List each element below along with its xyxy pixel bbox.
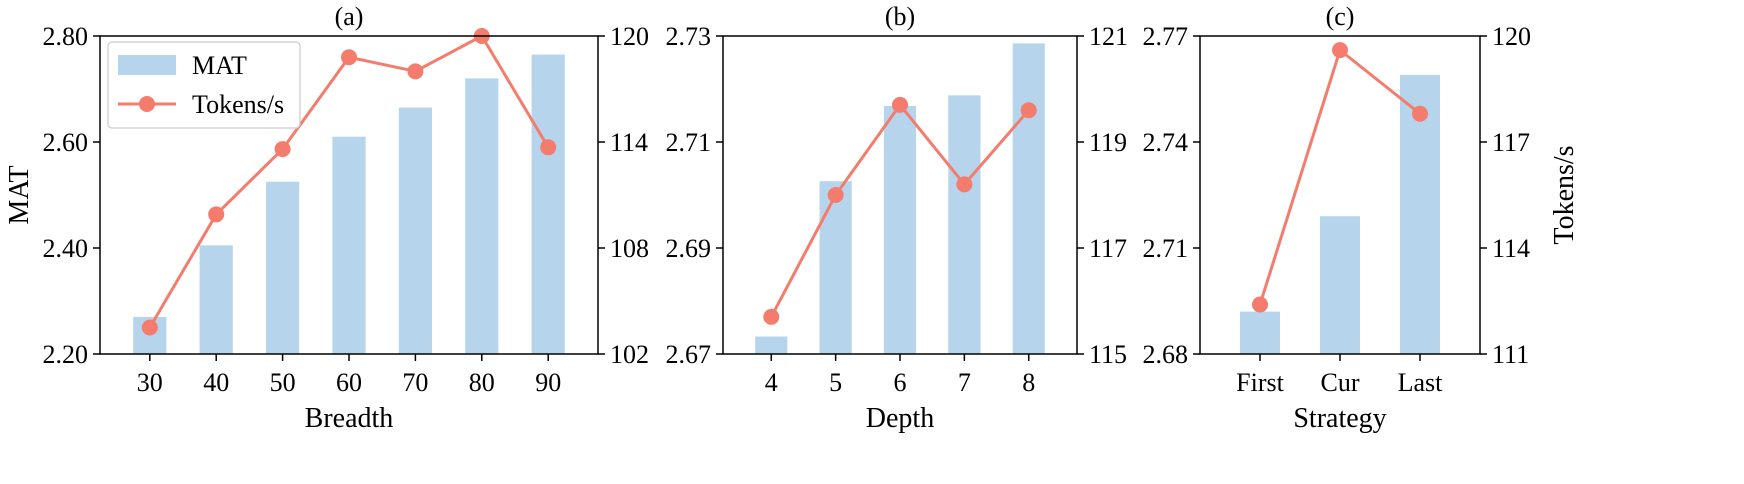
y-tick-label-right: 111 [1492,340,1529,369]
point-tokens-7 [956,176,973,193]
y-tick-label-left: 2.71 [1143,234,1189,263]
bar-mat-80 [465,78,499,355]
point-tokens-60 [341,49,357,66]
x-axis-title: Depth [866,403,934,434]
bar-mat-50 [266,181,300,354]
chart-panel-b: 2.67 2.69 2.71 2.73 115 117 119 121 4 5 6 7 8 (b) Dept… [666,2,1129,434]
y-tick-label-right: 120 [1492,22,1531,51]
x-tick-label: 90 [535,368,561,397]
x-tick-label: 8 [1022,368,1035,397]
y-tick-label-right: 114 [610,128,648,157]
y-axis-title-right: Tokens/s [1549,145,1580,244]
legend-label-mat: MAT [192,51,247,80]
bar-mat-4 [755,336,788,354]
y-tick-label-left: 2.80 [43,22,89,51]
bar-mat-70 [398,107,432,354]
panel-title: (c) [1326,2,1355,31]
bar-mat-cur [1320,216,1360,354]
bar-mat-40 [199,245,233,354]
bar-mat-8 [1012,43,1045,355]
y-tick-label-left: 2.74 [1143,128,1189,157]
y-tick-label-right: 119 [1089,128,1127,157]
chart-panel-a: 2.20 2.40 2.60 2.80 102 108 114 120 30 40 50 60 70 80… [4,2,649,434]
bar-mat-6 [883,105,917,355]
y-tick-label-left: 2.68 [1143,340,1189,369]
y-tick-label-left: 2.20 [43,340,89,369]
y-tick-label-right: 108 [610,234,649,263]
x-tick-label: 70 [402,368,428,397]
point-tokens-8 [1020,102,1037,119]
point-tokens-70 [407,63,424,80]
y-tick-label-right: 117 [1089,234,1127,263]
x-tick-label: First [1236,368,1284,397]
x-tick-label: 4 [765,368,778,397]
x-tick-label: 7 [958,368,971,397]
x-tick-label: Last [1398,368,1444,397]
y-tick-label-left: 2.67 [666,340,712,369]
legend-swatch-tokens-marker [139,96,155,112]
point-tokens-90 [540,139,557,156]
point-tokens-40 [208,206,225,223]
point-tokens-first [1252,296,1268,313]
y-tick-label-left: 2.69 [666,234,712,263]
bar-mat-60 [332,136,366,354]
bar-mat-7 [948,95,981,355]
point-tokens-last [1412,105,1428,122]
point-tokens-30 [141,319,158,336]
point-tokens-4 [763,308,780,325]
point-tokens-5 [827,187,844,203]
panel-title: (a) [335,2,364,31]
point-tokens-6 [892,96,908,113]
y-tick-label-right: 114 [1492,234,1530,263]
panel-title: (b) [885,2,915,31]
bar-mat-first [1240,311,1280,354]
x-tick-label: 80 [469,368,495,397]
x-tick-label: 30 [137,368,163,397]
y-tick-label-left: 2.60 [43,128,89,157]
x-tick-label: Cur [1321,368,1360,397]
bar-mat-5 [819,181,852,354]
y-tick-label-right: 115 [1089,340,1127,369]
y-tick-label-right: 120 [610,22,649,51]
x-axis-title: Strategy [1293,403,1386,434]
y-tick-label-right: 102 [610,340,649,369]
y-tick-label-left: 2.77 [1143,22,1189,51]
y-tick-label-right: 121 [1089,22,1128,51]
y-tick-label-left: 2.71 [666,128,712,157]
x-tick-label: 60 [336,368,362,397]
chart-panel-c: 2.68 2.71 2.74 2.77 111 114 117 120 First Cur Last… [1143,2,1581,434]
legend: MAT Tokens/s [107,41,301,129]
y-tick-label-left: 2.40 [43,234,89,263]
x-axis-title: Breadth [305,403,394,434]
y-tick-label-right: 117 [1492,128,1530,157]
point-tokens-cur [1332,42,1348,59]
bar-mat-90 [531,54,565,355]
legend-swatch-mat [118,55,176,75]
legend-label-tokens: Tokens/s [192,90,284,119]
x-tick-label: 40 [203,368,229,397]
y-axis-title-left: MAT [4,165,35,224]
x-tick-label: 6 [894,368,907,397]
y-tick-label-left: 2.73 [666,22,712,51]
x-tick-label: 50 [270,368,296,397]
x-tick-label: 5 [829,368,842,397]
point-tokens-50 [274,141,291,158]
